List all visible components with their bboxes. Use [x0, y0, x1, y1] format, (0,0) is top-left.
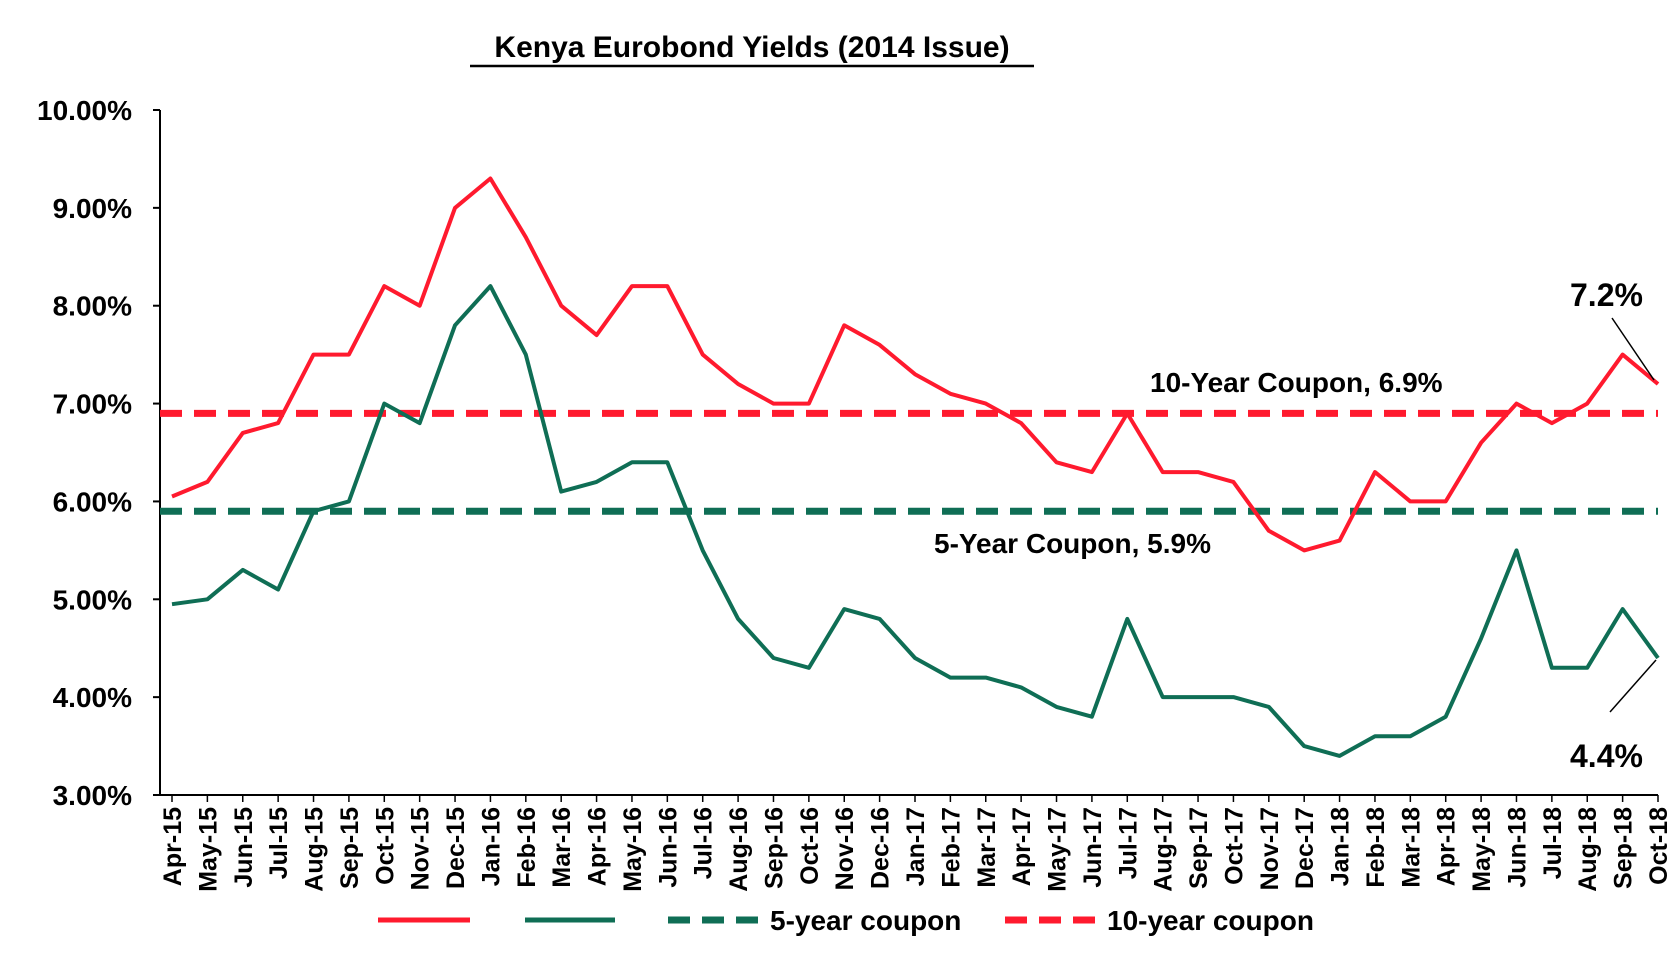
x-tick-label: Jun-16 [654, 807, 682, 888]
x-tick-label: Apr-16 [584, 807, 612, 886]
y-axis-ticks: 3.00% 4.00% 5.00% 6.00% 7.00% 8.00% 9.00% 10.00… [37, 95, 160, 811]
x-tick-label: Jul-16 [690, 807, 718, 879]
latest-five-year-yield-label: 4.4% [1570, 738, 1643, 774]
x-tick-label: Jan-16 [477, 807, 505, 886]
x-tick-label: Sep-15 [336, 807, 364, 889]
x-tick-label: Mar-17 [973, 807, 1001, 888]
x-tick-label: Oct-17 [1220, 807, 1248, 885]
x-tick-label: Apr-15 [159, 807, 187, 886]
x-tick-label: Aug-15 [301, 807, 329, 892]
x-tick-label: Jul-15 [265, 807, 293, 879]
x-tick-label: Jan-17 [902, 807, 930, 886]
y-tick-label: 6.00% [53, 486, 132, 517]
x-tick-label: Oct-15 [371, 807, 399, 885]
x-tick-label: Feb-16 [513, 807, 541, 888]
x-tick-label: Oct-16 [796, 807, 824, 885]
yield-line-1 [171, 284, 1660, 758]
x-tick-label: Jun-18 [1503, 807, 1531, 888]
y-tick-label: 4.00% [53, 682, 132, 713]
latest-five-year-leader-line [1609, 659, 1657, 713]
x-tick-label: Aug-16 [725, 807, 753, 892]
legend-label: 5-year coupon [770, 905, 961, 936]
coupon-lines [160, 409, 1658, 515]
y-tick-label: 7.00% [53, 389, 132, 420]
latest-ten-year-yield-label: 7.2% [1570, 277, 1643, 313]
ten-year-coupon-annotation: 10-Year Coupon, 6.9% [1150, 367, 1443, 398]
axes [159, 110, 1658, 796]
y-tick-label: 5.00% [53, 584, 132, 615]
legend: 5-year coupon 10-year coupon [378, 905, 1314, 936]
x-tick-label: Aug-17 [1150, 807, 1178, 892]
y-tick-label: 10.00% [37, 95, 132, 126]
x-tick-label: May-18 [1468, 807, 1496, 892]
x-tick-label: Nov-16 [831, 807, 859, 890]
y-tick-label: 9.00% [53, 193, 132, 224]
x-tick-label: May-16 [619, 807, 647, 892]
x-tick-label: Mar-16 [548, 807, 576, 888]
latest-ten-year-leader-line [1611, 317, 1655, 381]
x-tick-label: Sep-17 [1185, 807, 1213, 889]
x-tick-label: Jul-18 [1539, 807, 1567, 879]
x-tick-label: Dec-17 [1291, 807, 1319, 889]
x-tick-label: Apr-18 [1433, 807, 1461, 886]
x-tick-label: Feb-18 [1362, 807, 1390, 888]
legend-label: 10-year coupon [1107, 905, 1314, 936]
x-tick-label: Sep-18 [1610, 807, 1638, 889]
x-tick-label: Jul-17 [1114, 807, 1142, 879]
x-tick-label: Jun-17 [1079, 807, 1107, 888]
five-year-coupon-annotation: 5-Year Coupon, 5.9% [934, 528, 1211, 559]
x-tick-label: Oct-18 [1645, 807, 1668, 885]
yield-line-0 [171, 176, 1660, 553]
x-tick-label: Apr-17 [1008, 807, 1036, 886]
x-tick-label: Feb-17 [937, 807, 965, 888]
x-axis-ticks: Apr-15 May-15 Jun-15 Jul-15 Aug-15 Sep-15 Oct-… [159, 795, 1668, 892]
x-tick-label: Dec-16 [867, 807, 895, 889]
x-tick-label: May-17 [1044, 807, 1072, 892]
series-lines [171, 176, 1660, 758]
x-tick-label: Dec-15 [442, 807, 470, 889]
x-tick-label: Sep-16 [760, 807, 788, 889]
chart-title: Kenya Eurobond Yields (2014 Issue) [494, 31, 1009, 64]
x-tick-label: Nov-17 [1256, 807, 1284, 890]
x-tick-label: Jun-15 [230, 807, 258, 888]
x-tick-label: Nov-15 [407, 807, 435, 890]
y-tick-label: 8.00% [53, 291, 132, 322]
x-tick-label: Aug-18 [1574, 807, 1602, 892]
x-tick-label: Jan-18 [1327, 807, 1355, 886]
x-tick-label: May-15 [194, 807, 222, 892]
y-tick-label: 3.00% [53, 780, 132, 811]
x-tick-label: Mar-18 [1397, 807, 1425, 888]
